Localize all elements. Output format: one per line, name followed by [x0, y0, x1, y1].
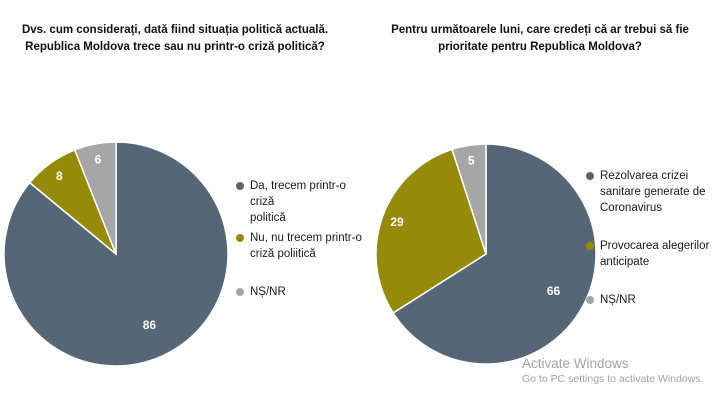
right-legend-item-provocarea: Provocarea alegerilor anticipate	[586, 238, 709, 270]
watermark-line-2: Go to PC settings to activate Windows.	[522, 373, 704, 385]
left-legend-item-ns: NȘ/NR	[236, 284, 286, 300]
right-legend-item-rezolvarea: Rezolvarea crizei sanitare generate de C…	[586, 168, 706, 216]
right-pie-slice-1	[375, 148, 487, 314]
right-chart-title: Pentru următoarele luni, care credeți că…	[360, 22, 720, 56]
left-pie-value-label-1: 8	[56, 169, 63, 183]
right-pie-value-label-0: 66	[547, 284, 561, 298]
legend-dot-icon	[236, 182, 244, 190]
right-pie-slice-0	[392, 143, 597, 365]
right-pie-value-label-2: 5	[468, 154, 475, 168]
legend-dot-icon	[236, 288, 244, 296]
left-legend-label-da-line-2: politică	[250, 212, 286, 224]
right-legend-item-ns: NȘ/NR	[586, 292, 636, 308]
legend-dot-icon	[586, 296, 594, 304]
left-legend-label-nu-line-1: Nu, nu trecem printr-o	[250, 232, 362, 244]
right-legend-label-rezolvarea-line-2: sanitare generate de	[600, 186, 706, 198]
watermark-line-1: Activate Windows	[522, 356, 629, 371]
right-legend-label-rezolvarea-line-1: Rezolvarea crizei	[600, 170, 689, 182]
left-legend-label-da-line-1: Da, trecem printr-o criză	[250, 180, 346, 208]
right-legend-label-ns: NȘ/NR	[600, 294, 636, 306]
legend-dot-icon	[236, 234, 244, 242]
left-pie-slice-2	[73, 141, 117, 255]
left-pie-value-label-2: 6	[95, 152, 102, 166]
left-legend-item-da: Da, trecem printr-o criză politică	[236, 178, 366, 226]
left-chart-title: Dvs. cum considerați, dată fiind situați…	[0, 22, 350, 56]
right-chart-title-line-1: Pentru următoarele luni, care credeți că…	[391, 24, 689, 36]
right-pie-value-label-1: 29	[390, 215, 404, 229]
left-pie-value-label-0: 86	[143, 318, 157, 332]
right-legend-label-rezolvarea-line-3: Coronavirus	[600, 202, 662, 214]
left-legend-label-ns: NȘ/NR	[250, 286, 286, 298]
right-legend-label-provocarea-line-1: Provocarea alegerilor	[600, 240, 710, 252]
right-legend-label-provocarea-line-2: anticipate	[600, 256, 650, 268]
left-chart-title-line-1: Dvs. cum considerați, dată fiind situați…	[21, 24, 329, 36]
activate-windows-watermark: Activate Windows Go to PC settings to ac…	[522, 356, 704, 385]
legend-dot-icon	[586, 172, 594, 180]
left-chart-title-line-2: Republica Moldova trece sau nu printr-o …	[25, 41, 325, 53]
left-legend-item-nu: Nu, nu trecem printr-o criză poliitică	[236, 230, 362, 262]
right-chart-title-line-2: prioritate pentru Republica Moldova?	[438, 41, 642, 53]
right-pie-slice-2	[451, 143, 487, 255]
legend-dot-icon	[586, 242, 594, 250]
left-legend-label-nu-line-2: criză poliitică	[250, 248, 316, 260]
